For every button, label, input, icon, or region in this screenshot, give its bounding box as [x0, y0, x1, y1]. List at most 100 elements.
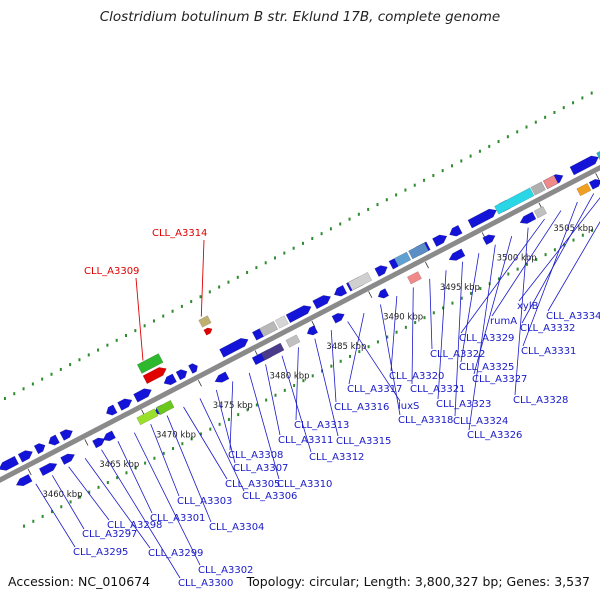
gene-box: [576, 182, 592, 197]
gene-label: CLL_A3307: [233, 463, 288, 474]
gene-label: CLL_A3325: [459, 362, 514, 373]
gene-label: CLL_A3318: [398, 415, 453, 426]
leader-line: [135, 277, 144, 361]
gene-label: CLL_A3299: [148, 548, 203, 559]
gc-dot: [180, 304, 183, 308]
gc-dot: [358, 350, 361, 354]
scale-tick: [595, 173, 600, 180]
leader-line: [491, 210, 562, 317]
scale-tick: [368, 291, 373, 298]
gc-dot: [172, 447, 175, 451]
gc-dot: [106, 343, 109, 347]
gene-box: [136, 408, 159, 426]
gc-dot: [301, 241, 304, 245]
highlight-gene-label: CLL_A3309: [84, 266, 139, 277]
scale-tick: [425, 261, 429, 269]
gene-label: CLL_A3311: [278, 435, 333, 446]
gc-dot: [423, 178, 426, 182]
gc-dot: [144, 461, 147, 465]
gc-dot: [22, 387, 25, 391]
gene-label: CLL_A3320: [389, 371, 444, 382]
leader-line: [84, 458, 151, 549]
gc-dot: [442, 306, 445, 310]
gene-box: [198, 315, 212, 328]
gc-dot: [97, 348, 100, 352]
leader-line: [347, 321, 401, 402]
gene-arrow: [306, 325, 319, 336]
gc-dot: [31, 382, 34, 386]
gene-arrow: [203, 327, 213, 336]
gc-dot: [3, 397, 6, 401]
gc-dot: [125, 471, 128, 475]
gc-dot: [13, 392, 16, 396]
gc-dot: [283, 388, 286, 392]
scale-tick-label: 3465 kbp: [99, 460, 139, 470]
gene-label: CLL_A3322: [430, 349, 485, 360]
leader-line: [248, 372, 280, 480]
gc-dot: [404, 188, 407, 192]
gc-dot: [572, 101, 575, 105]
gene-arrow: [219, 338, 249, 358]
leader-line: [166, 415, 212, 523]
gene-arrow: [17, 450, 33, 463]
gene-label: rumA: [490, 316, 517, 327]
gc-dot: [302, 379, 305, 383]
gene-label: CLL_A3323: [436, 399, 491, 410]
gc-dot: [265, 398, 268, 402]
gc-dot: [199, 295, 202, 299]
gc-dot: [274, 256, 277, 260]
gc-dot: [78, 495, 81, 499]
gene-arrow: [38, 462, 58, 477]
gene-arrow: [33, 443, 46, 455]
gc-dot: [423, 316, 426, 320]
gc-dot: [143, 324, 146, 328]
leader-line: [348, 312, 365, 385]
gc-dot: [460, 159, 463, 163]
gene-label: CLL_A3317: [347, 384, 402, 395]
gene-label: xylB: [517, 301, 539, 312]
gene-arrow: [142, 367, 167, 385]
gc-dot: [432, 311, 435, 315]
genome-backbone: [0, 164, 600, 483]
gc-dot: [386, 335, 389, 339]
gc-dot: [97, 485, 100, 489]
gc-dot: [581, 96, 584, 100]
gc-dot: [450, 164, 453, 168]
leader-line: [521, 193, 595, 324]
gene-label: CLL_A3297: [82, 529, 137, 540]
accession: Accession: NC_010674: [8, 574, 151, 589]
gene-box: [494, 187, 535, 215]
gene-arrow: [449, 224, 463, 237]
leader-line: [547, 221, 600, 312]
scale-tick: [311, 320, 316, 328]
leader-line: [101, 449, 181, 579]
gc-dot: [367, 207, 370, 211]
gc-dot: [246, 408, 249, 412]
gc-dot: [591, 228, 594, 232]
gc-dot: [469, 154, 472, 158]
scale-tick-label: 3470 kbp: [156, 431, 196, 441]
gc-dot: [367, 345, 370, 349]
gene-label: CLL_A3312: [309, 452, 364, 463]
gc-dot: [23, 524, 26, 528]
leader-line: [183, 406, 228, 480]
gene-label: CLL_A3310: [277, 479, 332, 490]
leader-line: [35, 483, 76, 548]
leader-line: [229, 381, 234, 451]
scale-tick-label: 3500 kbp: [497, 253, 537, 263]
gc-dot: [59, 367, 62, 371]
gene-box: [260, 342, 285, 361]
gc-dot: [199, 432, 202, 436]
scale-tick-label: 3480 kbp: [270, 372, 310, 382]
gc-dot: [516, 267, 519, 271]
gene-arrow: [285, 305, 312, 324]
gene-label: CLL_A3326: [467, 430, 522, 441]
leader-line: [429, 278, 433, 350]
gene-label: CLL_A3332: [520, 323, 575, 334]
scale-tick: [27, 468, 32, 476]
gc-dot: [134, 329, 137, 333]
gc-dot: [292, 246, 295, 250]
gc-dot: [153, 456, 156, 460]
gc-dot: [227, 280, 230, 284]
